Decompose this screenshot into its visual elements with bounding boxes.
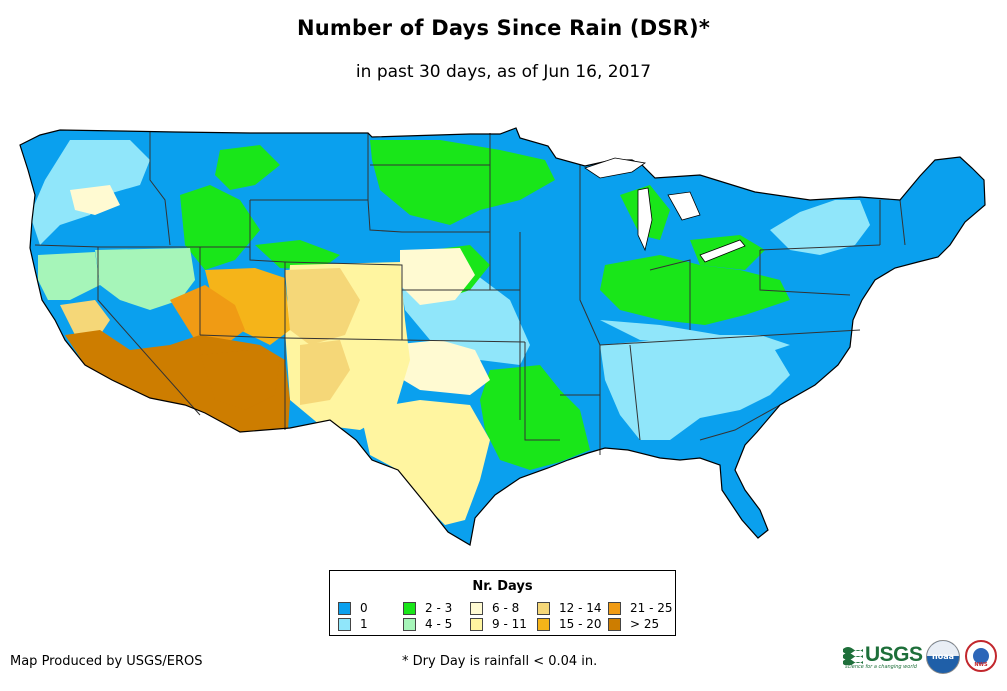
- zone-1-day-ohio-valley: [600, 320, 790, 355]
- zone-6-8-days-kansas: [400, 248, 475, 305]
- state-boundaries: [34, 131, 906, 455]
- zone-6-8-days-pacific-nw: [70, 185, 120, 215]
- lake-michigan: [637, 187, 653, 252]
- map-legend: Nr. Days 0 1 2 - 3 4 - 5 6 - 8 9 - 11 12 - 14 1…: [329, 570, 676, 636]
- legend-label: 2 - 3: [425, 601, 453, 615]
- legend-item: 4 - 5: [403, 618, 452, 631]
- legend-title: Nr. Days: [472, 579, 533, 594]
- noaa-logo: noaa: [926, 640, 960, 674]
- zone-2-3-days-north: [370, 140, 555, 225]
- legend-item: 9 - 11: [470, 618, 527, 631]
- usgs-logo: USGS science for a changing world: [843, 643, 923, 670]
- zone-6-8-days-oklahoma: [390, 340, 490, 395]
- legend-label: 9 - 11: [492, 617, 527, 631]
- legend-label: 0: [360, 601, 368, 615]
- legend-label: 4 - 5: [425, 617, 453, 631]
- legend-label: 1: [360, 617, 368, 631]
- legend-item: 15 - 20: [537, 618, 602, 631]
- zone-12-14-days-new-mexico: [300, 340, 350, 405]
- legend-swatch: [470, 618, 483, 631]
- credit-text: Map Produced by USGS/EROS: [10, 654, 203, 669]
- zone-12-14-days-four-corners: [285, 268, 360, 345]
- zone-2-3-days-midwest: [600, 255, 790, 325]
- map-title: Number of Days Since Rain (DSR)*: [296, 16, 711, 40]
- legend-swatch: [403, 618, 416, 631]
- map-subtitle: in past 30 days, as of Jun 16, 2017: [355, 62, 652, 82]
- legend-label: 12 - 14: [559, 601, 602, 615]
- zone-1-day-southeast: [600, 338, 790, 440]
- legend-item: 0: [338, 602, 368, 615]
- legend-label: 21 - 25: [630, 601, 673, 615]
- legend-swatch: [537, 602, 550, 615]
- us-outline: [19, 127, 986, 546]
- legend-label: 6 - 8: [492, 601, 520, 615]
- usgs-wordmark: USGS: [865, 643, 923, 666]
- zone-4-5-days-great-basin: [95, 248, 195, 310]
- legend-label: > 25: [630, 617, 660, 631]
- zone-12-14-days-socal: [60, 300, 110, 335]
- legend-swatch: [338, 618, 351, 631]
- usgs-wave-icon: [843, 647, 863, 665]
- legend-item: 12 - 14: [537, 602, 602, 615]
- legend-swatch: [338, 602, 351, 615]
- legend-swatch: [537, 618, 550, 631]
- legend-item: > 25: [608, 618, 659, 631]
- lake-huron: [667, 191, 701, 221]
- nws-emblem-icon: [973, 648, 989, 664]
- zone-1-day-northeast: [770, 200, 870, 255]
- legend-label: 15 - 20: [559, 617, 602, 631]
- legend-swatch: [403, 602, 416, 615]
- zone-4-5-days-california-north: [38, 252, 100, 300]
- legend-swatch: [470, 602, 483, 615]
- zone-over-25-days-arizona-south: [200, 350, 280, 410]
- nws-wordmark: NWS: [974, 662, 988, 668]
- legend-swatch: [608, 618, 621, 631]
- zone-21-25-days-nevada: [170, 285, 245, 345]
- zone-2-3-days-gulf: [480, 365, 590, 470]
- dsr-map: [19, 127, 986, 546]
- legend-item: 1: [338, 618, 368, 631]
- usgs-tagline: science for a changing world: [845, 664, 917, 670]
- legend-item: 21 - 25: [608, 602, 673, 615]
- nws-logo: NWS: [965, 640, 997, 672]
- zone-2-3-days-montana: [215, 145, 280, 190]
- legend-swatch: [608, 602, 621, 615]
- lake-erie: [699, 239, 746, 263]
- dry-day-note: * Dry Day is rainfall < 0.04 in.: [402, 654, 598, 669]
- legend-item: 2 - 3: [403, 602, 452, 615]
- legend-item: 6 - 8: [470, 602, 519, 615]
- lake-superior: [584, 157, 647, 179]
- zone-9-11-days-texas: [360, 400, 490, 525]
- noaa-wordmark: noaa: [932, 652, 954, 661]
- zone-15-20-days-utah-arizona: [205, 268, 290, 345]
